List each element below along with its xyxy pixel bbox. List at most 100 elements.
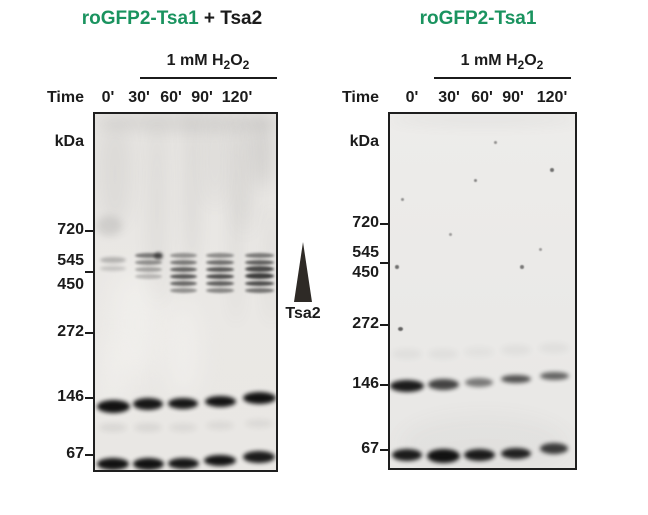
treatment-label-left: 1 mM H2O2 xyxy=(108,52,308,72)
blot-band xyxy=(427,378,459,390)
treatment-bracket-line-left xyxy=(140,77,277,79)
blot-band xyxy=(206,259,234,265)
blot-band xyxy=(206,420,234,430)
blot-band xyxy=(134,273,162,279)
marker-tick xyxy=(380,324,388,326)
lane-time-label: 90' xyxy=(502,89,524,106)
blot-band xyxy=(169,252,197,258)
gel-speckle xyxy=(538,247,542,251)
panel-title-right-construct: roGFP2-Tsa1 xyxy=(419,8,537,29)
blot-band xyxy=(390,380,424,392)
marker-tick xyxy=(85,230,93,232)
gel-smudge xyxy=(399,414,569,468)
marker-tick xyxy=(85,397,93,399)
gel-smudge xyxy=(253,114,273,187)
treatment-text: 1 mM H xyxy=(460,52,518,69)
gel-smudge xyxy=(390,114,575,127)
blot-band xyxy=(204,395,236,407)
blot-band xyxy=(134,259,162,265)
kda-marker-value: 146 xyxy=(57,388,84,405)
blot-band xyxy=(244,266,274,272)
blot-band xyxy=(169,259,197,265)
blot-band xyxy=(97,458,129,470)
treatment-bracket-line-right xyxy=(434,77,571,79)
blot-band xyxy=(243,451,275,463)
gel-speckle xyxy=(395,265,399,269)
blot-band xyxy=(501,375,531,383)
gel-speckle xyxy=(520,265,524,269)
treatment-subscript: 2 xyxy=(242,58,250,72)
arrow-label: Tsa2 xyxy=(285,305,321,322)
blot-band xyxy=(244,280,274,286)
gel-smudge xyxy=(96,216,122,236)
blot-band xyxy=(465,377,493,387)
treatment-subscript: 2 xyxy=(536,58,544,72)
marker-tick xyxy=(85,332,93,334)
blot-band xyxy=(169,287,197,293)
blot-band xyxy=(206,287,234,293)
blot-band xyxy=(244,252,274,258)
blot-band xyxy=(132,458,164,470)
blot-band xyxy=(99,422,127,432)
lane-time-label: 30' xyxy=(438,89,460,106)
treatment-text: 1 mM H xyxy=(166,52,224,69)
blot-band xyxy=(426,449,460,463)
kda-label-left: kDa xyxy=(54,133,84,150)
panel-title-left-suffix: + Tsa2 xyxy=(198,8,263,29)
blot-band xyxy=(206,273,234,279)
gel-smudge xyxy=(464,347,494,357)
blot-band xyxy=(134,422,162,432)
gel-smudge xyxy=(110,269,160,379)
kda-marker-value: 720 xyxy=(352,214,379,231)
lane-time-label: 120' xyxy=(536,89,568,106)
blot-band xyxy=(206,266,234,272)
panel-title-left: roGFP2-Tsa1 + Tsa2 xyxy=(22,8,322,30)
panel-title-right: roGFP2-Tsa1 xyxy=(328,8,628,30)
blot-band xyxy=(169,422,197,432)
blot-band xyxy=(169,273,197,279)
kda-marker-value: 272 xyxy=(57,323,84,340)
kda-marker-value: 67 xyxy=(361,440,379,457)
marker-tick xyxy=(380,223,388,225)
panel-title-left-construct: roGFP2-Tsa1 xyxy=(81,8,199,29)
kda-marker-value: 450 xyxy=(352,264,379,281)
treatment-label-right: 1 mM H2O2 xyxy=(402,52,602,72)
blot-band xyxy=(167,457,199,469)
lane-time-label: 0' xyxy=(101,89,115,106)
gel-smudge xyxy=(392,349,422,359)
blot-band xyxy=(540,442,568,454)
blot-band xyxy=(134,252,162,258)
gel-smudge xyxy=(539,343,569,353)
blot-band xyxy=(168,397,198,409)
treatment-subscript: 2 xyxy=(223,58,231,72)
lane-time-label: 30' xyxy=(128,89,150,106)
gel-smudge xyxy=(234,114,256,234)
blot-band xyxy=(169,266,197,272)
blot-band xyxy=(100,257,126,263)
kda-marker-value: 146 xyxy=(352,375,379,392)
blot-band xyxy=(392,449,422,461)
blot-band xyxy=(206,280,234,286)
blot-band xyxy=(206,252,234,258)
time-label-right: Time xyxy=(341,89,379,106)
lane-time-label: 60' xyxy=(471,89,493,106)
treatment-text: O xyxy=(524,52,537,69)
gel-smudge xyxy=(501,345,531,355)
blot-band xyxy=(463,449,495,461)
gel-speckle xyxy=(448,232,452,236)
gel-blot-right xyxy=(388,112,577,470)
blot-band xyxy=(96,399,130,413)
blot-band xyxy=(204,454,236,466)
blot-band xyxy=(501,447,531,459)
gel-smudge xyxy=(168,301,198,397)
blot-band xyxy=(153,252,163,260)
marker-tick xyxy=(85,271,93,273)
time-label-left: Time xyxy=(46,89,84,106)
blot-band xyxy=(244,259,274,265)
gel-speckle xyxy=(493,140,497,144)
blot-band xyxy=(242,392,276,404)
kda-marker-value: 545 xyxy=(57,252,84,269)
marker-tick xyxy=(380,449,388,451)
marker-tick xyxy=(380,262,388,264)
gel-speckle xyxy=(397,327,403,331)
